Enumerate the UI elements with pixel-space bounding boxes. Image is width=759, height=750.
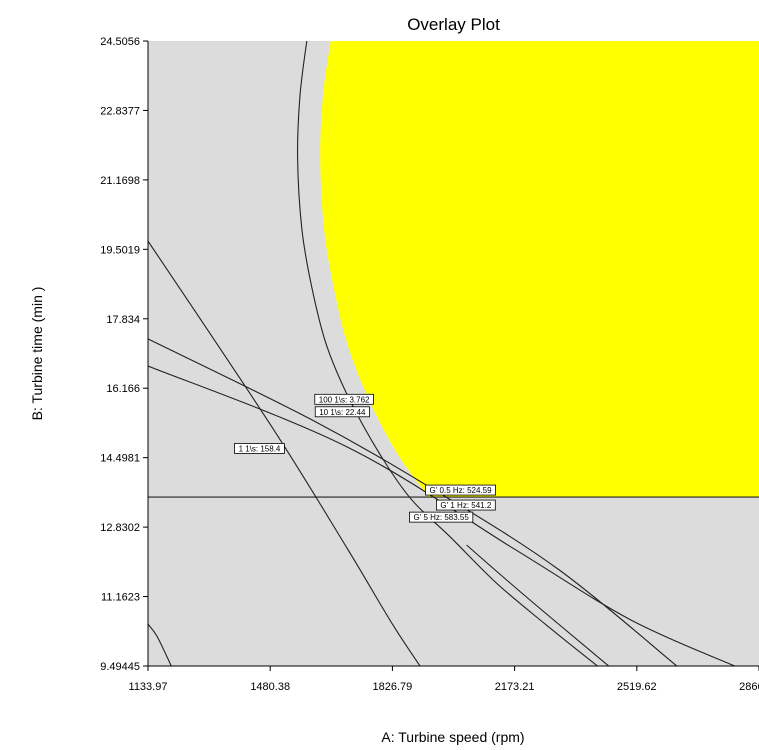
contour-line-7	[148, 623, 172, 666]
y-tick-label: 11.1623	[101, 592, 140, 604]
contour-line-6	[466, 544, 610, 666]
feasible-region	[320, 41, 759, 498]
contour-label-box	[234, 443, 285, 454]
y-axis-title: B: Turbine time (min )	[29, 287, 45, 421]
y-tick-label: 14.4981	[100, 453, 140, 465]
chart-title: Overlay Plot	[407, 15, 500, 34]
x-tick-label: 2519.62	[617, 681, 657, 693]
y-tick-label: 24.5056	[100, 36, 140, 48]
y-tick-label: 9.49445	[100, 661, 140, 673]
contour-label-text: G' 0.5 Hz: 524.59	[430, 486, 493, 495]
contour-label-box	[314, 406, 370, 418]
contour-label-text: G' 5 Hz: 583.55	[413, 513, 469, 522]
contour-label: G' 0.5 Hz: 524.59	[425, 484, 496, 496]
x-tick-label: 2173.21	[495, 681, 535, 693]
contour-label-box	[436, 499, 496, 511]
contour-label-box	[314, 393, 374, 405]
contour-label: 10 1\s: 22.44	[314, 406, 370, 418]
contour-line-3	[148, 240, 421, 666]
contour-label-box	[409, 511, 474, 523]
contour-label-text: G' 1 Hz: 541.2	[440, 501, 491, 510]
contour-label-text: 1 1\s: 158.4	[239, 444, 281, 453]
contour-label-text: 100 1\s: 3.762	[319, 395, 370, 404]
x-tick-label: 2866.03	[739, 681, 759, 693]
plot-area	[148, 41, 759, 666]
x-tick-label: 1480.38	[250, 681, 290, 693]
x-axis-title: A: Turbine speed (rpm)	[381, 729, 524, 745]
x-tick-label: 1133.97	[129, 681, 168, 693]
y-tick-label: 12.8302	[100, 522, 140, 534]
contour-labels: 100 1\s: 3.762 10 1\s: 22.44 1 1\s: 158.4 G…	[234, 393, 496, 523]
contour-line-5	[148, 365, 735, 666]
contour-label: G' 5 Hz: 583.55	[409, 511, 474, 523]
y-axis-ticks: 9.49445 11.1623 12.8302 14.4981 16.166 17.834…	[100, 36, 148, 673]
contour-label-box	[425, 484, 496, 496]
contour-label: G' 1 Hz: 541.2	[436, 499, 496, 511]
y-tick-label: 17.834	[106, 314, 140, 326]
contour-label: 1 1\s: 158.4	[234, 443, 285, 454]
x-axis-ticks: 1133.97 1480.38 1826.79 2173.21 2519.62 2866.…	[129, 666, 759, 693]
contour-label-text: 10 1\s: 22.44	[319, 408, 366, 417]
contour-label: 100 1\s: 3.762	[314, 393, 374, 405]
x-tick-label: 1826.79	[373, 681, 413, 693]
y-tick-label: 21.1698	[100, 175, 140, 187]
y-tick-label: 16.166	[106, 383, 140, 395]
axes	[147, 41, 759, 667]
y-tick-label: 22.8377	[100, 105, 140, 117]
y-tick-label: 19.5019	[100, 244, 140, 256]
